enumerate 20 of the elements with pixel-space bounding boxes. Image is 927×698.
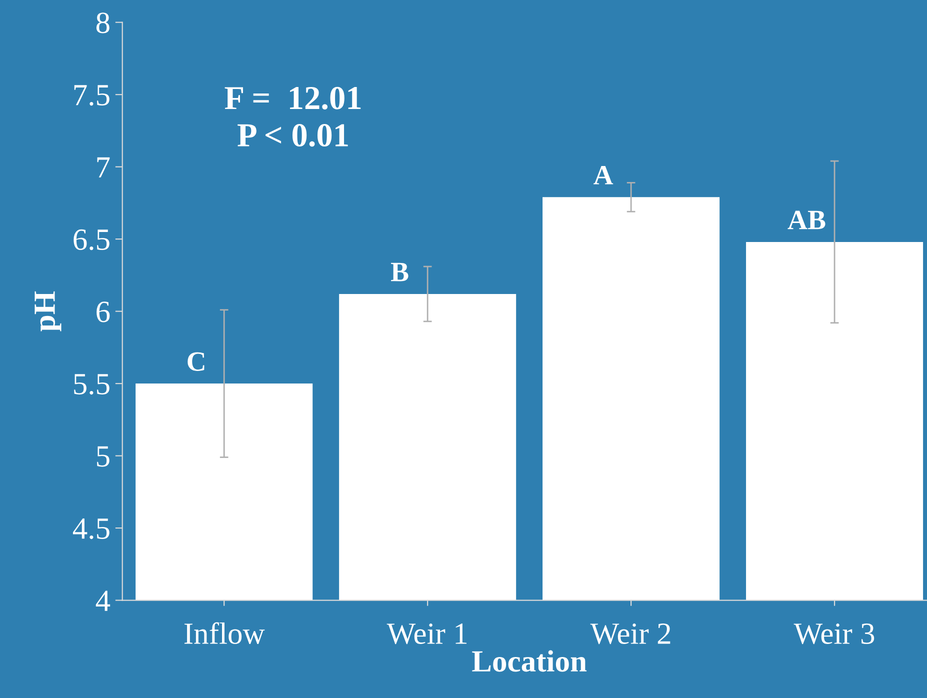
y-tick-label: 4.5 <box>72 518 110 540</box>
annotation: A <box>594 166 614 184</box>
x-tick-label: Weir 3 <box>794 623 874 644</box>
x-axis-title: Location <box>472 650 587 672</box>
x-tick-label: Weir 2 <box>590 623 670 644</box>
annotation: B <box>390 262 408 282</box>
y-tick-label: 4 <box>96 590 110 611</box>
y-tick-label: 5.5 <box>74 374 110 395</box>
y-tick-label: 7 <box>97 157 110 178</box>
annotation: F = 12.01 P < 0.01 <box>224 86 361 147</box>
annotation: C <box>188 352 204 371</box>
y-tick-label: 6 <box>96 302 110 322</box>
x-tick-label: Weir 1 <box>386 623 467 644</box>
annotation: AB <box>788 210 826 230</box>
y-tick-label: 6.5 <box>74 229 110 250</box>
x-tick-label: Inflow <box>184 622 265 644</box>
y-axis-title: pH <box>34 291 62 332</box>
y-tick-label: 5 <box>97 446 110 467</box>
y-tick-label: 7.5 <box>74 85 110 106</box>
y-tick-label: 8 <box>96 12 110 34</box>
